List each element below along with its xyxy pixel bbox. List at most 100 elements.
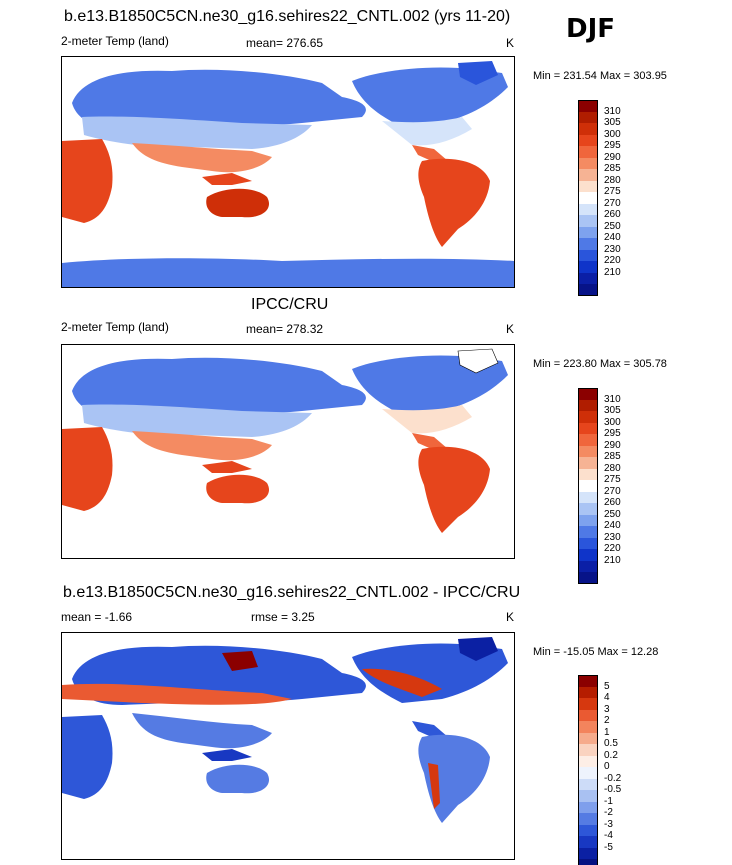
map-south-america <box>418 158 490 247</box>
map-asia-south <box>132 143 272 173</box>
colorbar-cell <box>578 709 598 721</box>
map-north-america-warm <box>362 668 442 697</box>
colorbar-label: 300 <box>604 128 621 140</box>
map-andes-warm <box>428 763 440 809</box>
map-greenland <box>457 348 499 374</box>
colorbar-cell <box>578 123 598 135</box>
panel3-colorbar <box>578 675 598 865</box>
colorbar-cell <box>578 491 598 503</box>
colorbar-label: 0.2 <box>604 749 618 761</box>
colorbar-cell <box>578 767 598 779</box>
colorbar-cell <box>578 399 598 411</box>
colorbar-cell <box>578 180 598 192</box>
colorbar-cell <box>578 526 598 538</box>
map-eurasia-mid <box>82 116 312 149</box>
colorbar-cell <box>578 549 598 561</box>
colorbar-label: -1 <box>604 795 613 807</box>
map-africa <box>62 427 113 511</box>
colorbar-cell <box>578 480 598 492</box>
colorbar-cell <box>578 732 598 744</box>
colorbar-label: 220 <box>604 255 621 266</box>
colorbar-label: 3 <box>604 703 610 715</box>
colorbar-label: 295 <box>604 428 621 439</box>
colorbar-label: 240 <box>604 520 621 531</box>
map-australia <box>206 474 270 504</box>
colorbar-label: 280 <box>604 174 621 186</box>
colorbar-cell <box>578 284 598 296</box>
colorbar-label: 1 <box>604 726 610 738</box>
panel1-mean: mean= 276.65 <box>246 36 324 50</box>
colorbar-cell <box>578 744 598 756</box>
colorbar-label: 310 <box>604 105 621 117</box>
colorbar-cell <box>578 445 598 457</box>
colorbar-label: 210 <box>604 554 621 566</box>
colorbar-cell <box>578 698 598 710</box>
map-greenland <box>458 61 498 85</box>
colorbar-label: 230 <box>604 243 621 255</box>
colorbar-label: 290 <box>604 439 621 451</box>
colorbar-label: 260 <box>604 209 621 220</box>
colorbar-label: 5 <box>604 680 610 692</box>
panel3-mean: mean = -1.66 <box>61 610 133 624</box>
colorbar-cell <box>578 686 598 698</box>
colorbar-cell <box>578 422 598 434</box>
colorbar-cell <box>578 503 598 515</box>
map-eurasia-north <box>72 357 366 417</box>
panel3-map <box>61 632 515 860</box>
colorbar-label: 270 <box>604 197 621 209</box>
panel2-units: K <box>506 322 515 336</box>
colorbar-cell <box>578 514 598 526</box>
colorbar-cell <box>578 146 598 158</box>
colorbar-cell <box>578 801 598 813</box>
map-eurasia-warm-band <box>62 683 292 705</box>
colorbar-label: -2 <box>604 807 613 818</box>
map-south-america <box>418 446 490 533</box>
map-eurasia-north <box>72 69 366 129</box>
panel3-units: K <box>506 610 515 624</box>
colorbar-cell <box>578 572 598 584</box>
colorbar-cell <box>578 100 598 112</box>
colorbar-cell <box>578 226 598 238</box>
colorbar-cell <box>578 859 598 865</box>
map-indonesia <box>202 173 252 185</box>
panel1-variable: 2-meter Temp (land) <box>61 34 169 48</box>
colorbar-label: 4 <box>604 692 610 703</box>
colorbar-cell <box>578 192 598 204</box>
colorbar-cell <box>578 157 598 169</box>
colorbar-label: -5 <box>604 841 613 853</box>
colorbar-label: 285 <box>604 451 621 462</box>
map-north-america-mid <box>382 405 472 434</box>
panel2-colorbar <box>578 388 598 584</box>
colorbar-cell <box>578 778 598 790</box>
colorbar-cell <box>578 755 598 767</box>
colorbar-label: 250 <box>604 220 621 232</box>
colorbar-cell <box>578 675 598 687</box>
map-south-america <box>418 734 490 823</box>
colorbar-label: 295 <box>604 140 621 151</box>
map-indonesia <box>202 461 252 473</box>
map-central-america <box>412 721 448 739</box>
colorbar-cell <box>578 134 598 146</box>
colorbar-label: 2 <box>604 715 610 726</box>
colorbar-cell <box>578 261 598 273</box>
map-siberia-warm <box>222 651 258 671</box>
map-africa <box>62 139 113 223</box>
colorbar-cell <box>578 560 598 572</box>
colorbar-label: 0.5 <box>604 738 618 749</box>
colorbar-label: 210 <box>604 266 621 278</box>
colorbar-label: 250 <box>604 508 621 520</box>
map-eurasia-mid <box>82 404 312 437</box>
panel1-colorbar <box>578 100 598 296</box>
colorbar-cell <box>578 203 598 215</box>
colorbar-label: 310 <box>604 393 621 405</box>
colorbar-label: 0 <box>604 761 610 772</box>
map-greenland <box>458 637 498 661</box>
colorbar-label: 280 <box>604 462 621 474</box>
colorbar-cell <box>578 272 598 284</box>
colorbar-cell <box>578 215 598 227</box>
colorbar-cell <box>578 388 598 400</box>
colorbar-cell <box>578 434 598 446</box>
panel1-minmax: Min = 231.54 Max = 303.95 <box>533 70 667 82</box>
map-asia-south <box>132 431 272 461</box>
